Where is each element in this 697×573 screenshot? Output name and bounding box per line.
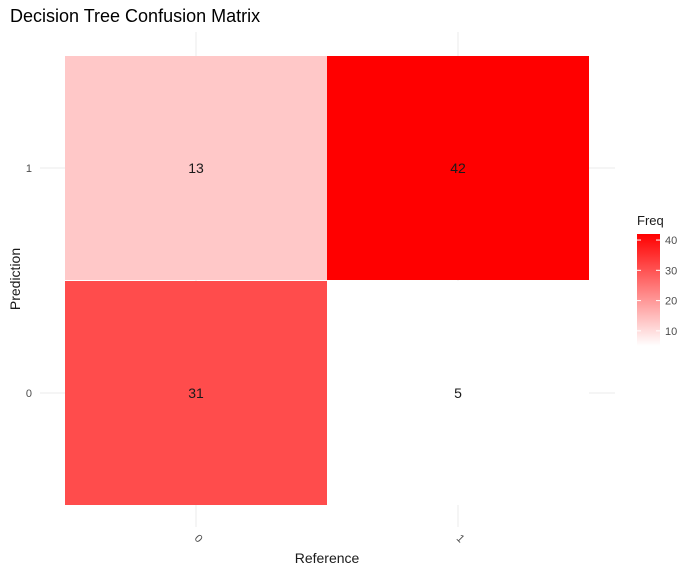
x-axis-title: Reference: [295, 550, 360, 566]
x-tick-label-1: 1: [454, 532, 467, 545]
x-tick-label-0: 0: [192, 532, 205, 545]
legend-tick-label-10: 10: [665, 326, 677, 338]
y-axis-title: Prediction: [7, 248, 23, 310]
color-legend: Freq 10 20 30 40: [637, 213, 677, 346]
cell-label-ref0-pred1: 13: [188, 160, 204, 176]
legend-title: Freq: [637, 213, 664, 228]
y-tick-label-1: 1: [26, 163, 32, 175]
heatmap-cell-ref1-pred1: [327, 56, 589, 280]
legend-color-bar: [637, 234, 660, 346]
legend-tick-label-40: 40: [665, 235, 677, 247]
cell-labels: 31 5 13 42: [188, 160, 466, 401]
cell-label-ref0-pred0: 31: [188, 385, 204, 401]
legend-tick-label-20: 20: [665, 296, 677, 308]
heatmap-cell-ref1-pred0: [327, 281, 589, 505]
y-tick-label-0: 0: [26, 388, 32, 400]
cell-label-ref1-pred0: 5: [454, 385, 462, 401]
cell-label-ref1-pred1: 42: [450, 160, 466, 176]
heatmap-cells: [65, 56, 589, 505]
legend-ticks: 10 20 30 40: [637, 235, 677, 338]
chart-title: Decision Tree Confusion Matrix: [10, 6, 260, 26]
heatmap-cell-ref0-pred0: [65, 281, 327, 505]
legend-tick-label-30: 30: [665, 265, 677, 277]
heatmap-cell-ref0-pred1: [65, 56, 327, 280]
y-axis-ticks: 01: [26, 163, 32, 400]
